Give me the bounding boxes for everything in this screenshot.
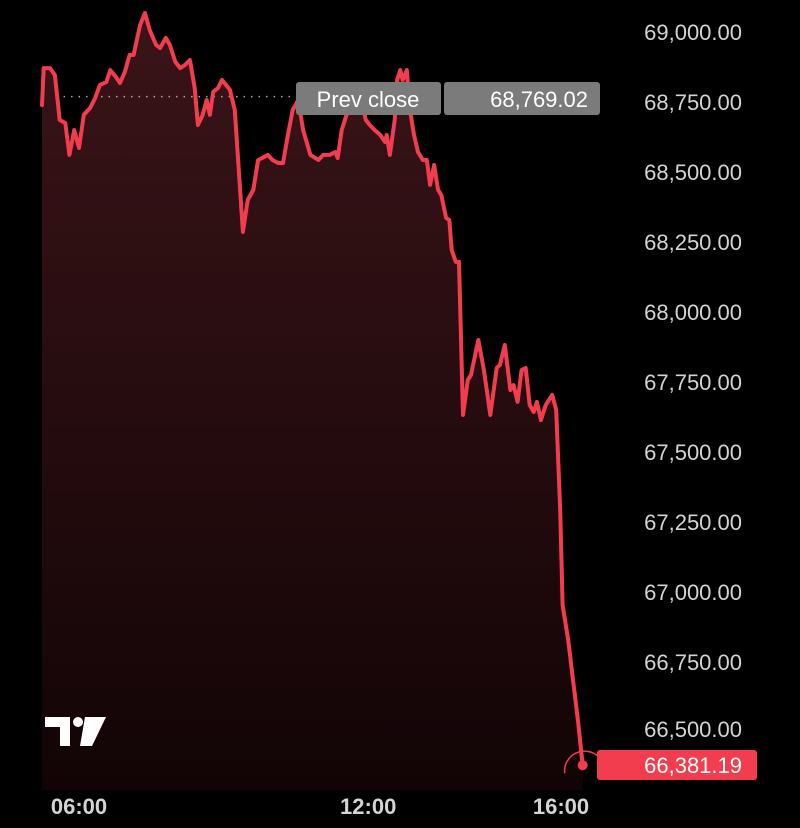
price-area-fill [42, 13, 583, 790]
y-tick-label: 66,750.00 [644, 650, 742, 675]
y-tick-label: 68,000.00 [644, 300, 742, 325]
x-tick-label: 12:00 [340, 794, 396, 819]
y-tick-label: 66,500.00 [644, 717, 742, 742]
prev-close-label: Prev close [317, 87, 420, 112]
y-tick-label: 68,250.00 [644, 230, 742, 255]
price-line [40, 11, 585, 768]
prev-close-label-bg [296, 82, 441, 115]
prev-close-value-bg [444, 82, 600, 115]
y-tick-label: 67,500.00 [644, 440, 742, 465]
last-price-bg [597, 750, 757, 780]
prev-close-badge: Prev close 68,769.02 [296, 82, 600, 115]
y-tick-label: 67,250.00 [644, 510, 742, 535]
last-price-value: 66,381.19 [644, 753, 742, 778]
last-price-badge: 66,381.19 [597, 750, 757, 780]
y-tick-label: 69,000.00 [644, 20, 742, 45]
last-price-dot [577, 760, 588, 771]
prev-close-value: 68,769.02 [490, 87, 588, 112]
y-tick-label: 67,000.00 [644, 580, 742, 605]
y-tick-label: 68,750.00 [644, 90, 742, 115]
y-tick-label: 68,500.00 [644, 160, 742, 185]
tradingview-logo-icon[interactable] [45, 717, 106, 746]
y-tick-label: 67,750.00 [644, 370, 742, 395]
y-axis: 69,000.00 68,750.00 68,500.00 68,250.00 68,0… [644, 20, 742, 742]
x-tick-label: 06:00 [51, 794, 107, 819]
x-tick-label: 16:00 [533, 794, 589, 819]
x-axis: 06:00 12:00 16:00 [51, 794, 589, 819]
last-price-pulse-ring [563, 750, 602, 774]
